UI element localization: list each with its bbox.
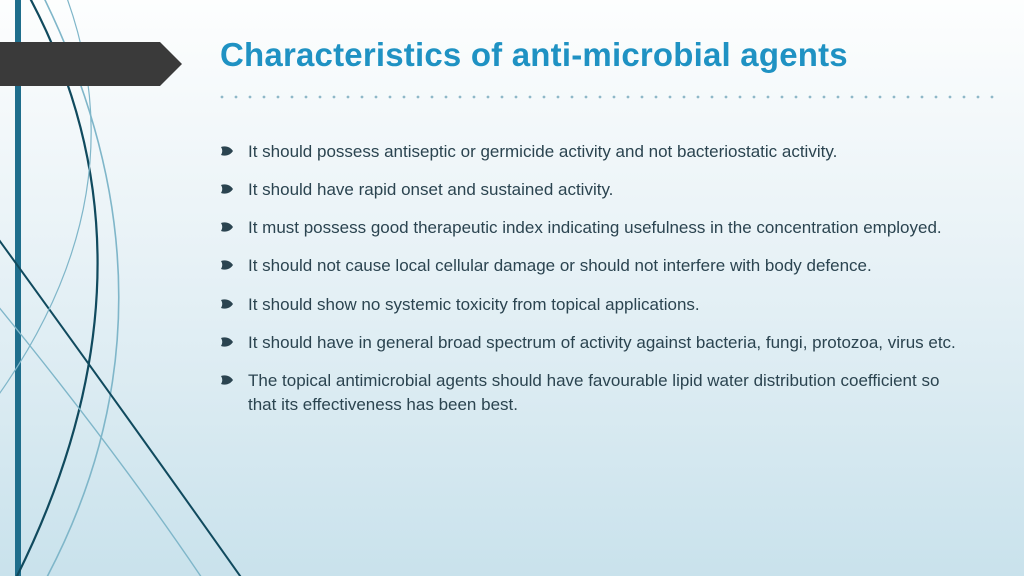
bullet-icon [220, 183, 234, 195]
list-item-text: The topical antimicrobial agents should … [248, 371, 939, 414]
list-item-text: It should have in general broad spectrum… [248, 333, 956, 352]
bullet-icon [220, 298, 234, 310]
slide-title: Characteristics of anti-microbial agents [220, 36, 848, 74]
list-item-text: It should possess antiseptic or germicid… [248, 142, 837, 161]
list-item: It should have rapid onset and sustained… [220, 178, 964, 202]
list-item: It must possess good therapeutic index i… [220, 216, 964, 240]
bullet-icon [220, 336, 234, 348]
title-tab-shape [0, 42, 160, 86]
title-underline [220, 94, 1000, 100]
list-item-text: It should show no systemic toxicity from… [248, 295, 700, 314]
bullet-icon [220, 374, 234, 386]
list-item: It should have in general broad spectrum… [220, 331, 964, 355]
bullet-icon [220, 259, 234, 271]
accent-bar [15, 0, 21, 576]
list-item: The topical antimicrobial agents should … [220, 369, 964, 417]
list-item: It should possess antiseptic or germicid… [220, 140, 964, 164]
list-item-text: It should not cause local cellular damag… [248, 256, 872, 275]
list-item-text: It should have rapid onset and sustained… [248, 180, 613, 199]
bullet-list: It should possess antiseptic or germicid… [220, 140, 964, 431]
bullet-icon [220, 145, 234, 157]
bullet-icon [220, 221, 234, 233]
slide: Characteristics of anti-microbial agents… [0, 0, 1024, 576]
list-item: It should not cause local cellular damag… [220, 254, 964, 278]
list-item: It should show no systemic toxicity from… [220, 293, 964, 317]
list-item-text: It must possess good therapeutic index i… [248, 218, 942, 237]
